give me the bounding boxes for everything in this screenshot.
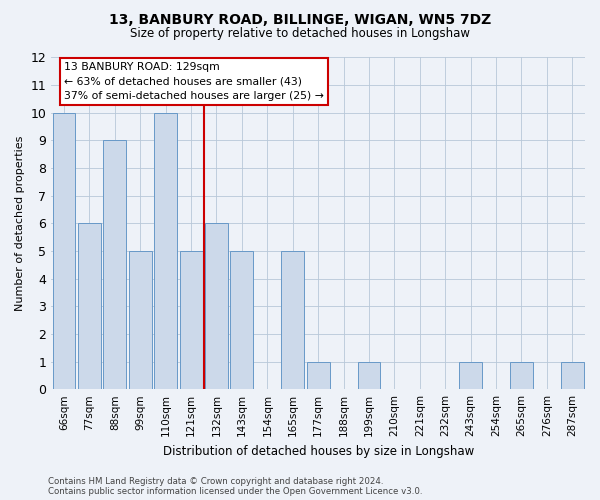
Bar	[230, 251, 253, 389]
Bar	[358, 362, 380, 389]
Bar	[561, 362, 584, 389]
Y-axis label: Number of detached properties: Number of detached properties	[15, 136, 25, 311]
Text: 13, BANBURY ROAD, BILLINGE, WIGAN, WN5 7DZ: 13, BANBURY ROAD, BILLINGE, WIGAN, WN5 7…	[109, 12, 491, 26]
Bar	[103, 140, 126, 389]
Text: Contains HM Land Registry data © Crown copyright and database right 2024.: Contains HM Land Registry data © Crown c…	[48, 477, 383, 486]
Bar	[78, 224, 101, 389]
Bar	[205, 224, 228, 389]
Text: 13 BANBURY ROAD: 129sqm
← 63% of detached houses are smaller (43)
37% of semi-de: 13 BANBURY ROAD: 129sqm ← 63% of detache…	[64, 62, 324, 101]
Bar	[510, 362, 533, 389]
Bar	[307, 362, 329, 389]
Text: Contains public sector information licensed under the Open Government Licence v3: Contains public sector information licen…	[48, 487, 422, 496]
Bar	[129, 251, 152, 389]
Bar	[53, 113, 76, 389]
Bar	[154, 113, 177, 389]
Bar	[281, 251, 304, 389]
Bar	[179, 251, 203, 389]
X-axis label: Distribution of detached houses by size in Longshaw: Distribution of detached houses by size …	[163, 444, 474, 458]
Text: Size of property relative to detached houses in Longshaw: Size of property relative to detached ho…	[130, 28, 470, 40]
Bar	[459, 362, 482, 389]
